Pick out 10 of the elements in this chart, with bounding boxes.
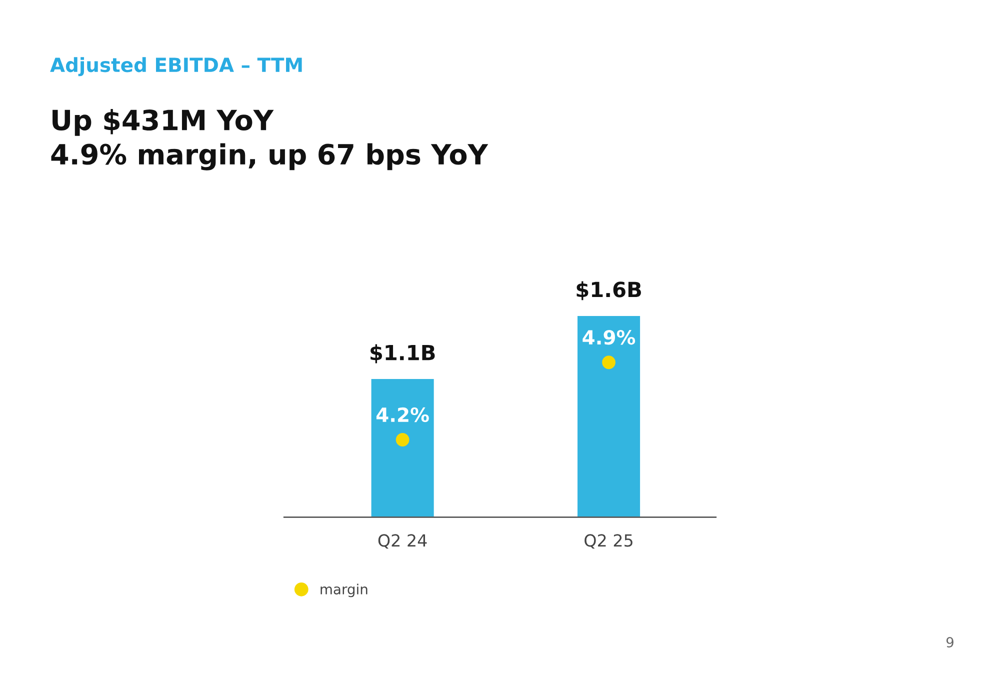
data-label: $1.1B xyxy=(370,344,435,364)
x-tick-label: Q2 25 xyxy=(584,534,632,549)
chart-subtitle: Up $431M YoY 4.9% margin, up 67 bps YoY xyxy=(51,109,488,170)
chart-title: Adjusted EBITDA – TTM xyxy=(50,57,302,76)
legend-label: margin xyxy=(320,584,368,598)
text: 9 xyxy=(946,637,954,648)
data-label: $1.6B xyxy=(576,281,641,300)
data-label: 4.9% xyxy=(582,330,636,345)
x-tick-label: Q2 24 xyxy=(378,534,427,549)
data-label: 4.2% xyxy=(376,407,429,422)
